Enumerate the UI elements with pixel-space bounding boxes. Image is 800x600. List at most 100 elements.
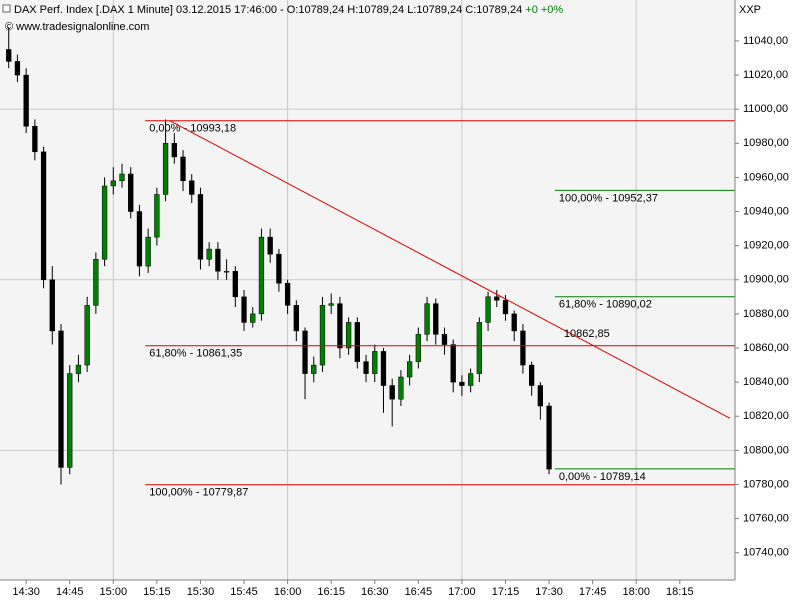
- candle-body: [180, 156, 186, 182]
- candle-body: [302, 330, 308, 374]
- candle-body: [145, 236, 151, 267]
- x-tick-label: 15:30: [187, 586, 215, 598]
- x-tick-label: 17:30: [535, 586, 563, 598]
- x-tick-label: 16:30: [361, 586, 389, 598]
- candle-body: [197, 194, 204, 260]
- candle-body: [40, 151, 47, 281]
- candle-body: [380, 351, 387, 386]
- y-tick-label: 11000,00: [743, 103, 788, 115]
- candle-body: [101, 185, 108, 260]
- y-tick-label: 10740,00: [743, 547, 789, 559]
- x-tick-label: 18:00: [622, 586, 650, 598]
- x-tick-label: 15:15: [143, 586, 171, 598]
- y-tick-label: 10900,00: [743, 274, 789, 286]
- candle-body: [58, 330, 64, 468]
- y-tick-label: 11020,00: [743, 69, 788, 81]
- trendline: [169, 120, 731, 419]
- candle-body: [110, 180, 116, 187]
- y-tick-label: 11040,00: [743, 35, 788, 47]
- candle-body: [67, 373, 73, 468]
- y-tick-label: 10940,00: [743, 205, 789, 217]
- candle-body: [14, 61, 21, 76]
- candle-body: [415, 334, 421, 362]
- candle-body: [276, 253, 282, 284]
- fib-label: 0,00% - 10993,18: [149, 123, 236, 135]
- toggle-icon: [2, 4, 11, 13]
- y-tick-label: 10920,00: [743, 240, 789, 252]
- y-tick-label: 10800,00: [743, 444, 789, 456]
- candle-body: [162, 143, 169, 195]
- candle-body: [293, 305, 299, 332]
- fib-label: 0,00% - 10789,14: [559, 471, 646, 483]
- plot-area: [0, 0, 735, 580]
- candle-body: [136, 211, 143, 267]
- candle-body: [128, 173, 134, 212]
- x-tick-label: 16:45: [405, 586, 433, 598]
- candle-body: [546, 405, 552, 470]
- candle-body: [476, 322, 482, 374]
- trendline-label: 10862,85: [564, 328, 610, 340]
- x-tick-label: 17:00: [448, 586, 476, 598]
- fib-label: 100,00% - 10779,87: [149, 487, 248, 499]
- candle-body: [354, 322, 360, 362]
- candle-body: [328, 303, 334, 306]
- y-tick-label: 10840,00: [743, 376, 789, 388]
- candle-body: [171, 143, 177, 158]
- change-text: +0 +0%: [525, 4, 563, 16]
- candle-body: [450, 344, 456, 383]
- candle-body: [284, 282, 291, 306]
- candle-body: [206, 248, 212, 260]
- candle-body: [93, 259, 99, 306]
- y-tick-label: 10780,00: [743, 478, 789, 490]
- candle-body: [267, 236, 273, 255]
- fib-label: 61,80% - 10890,02: [559, 299, 652, 311]
- candle-body: [311, 364, 317, 374]
- chart-subtitle: © www.tradesignalonline.com: [5, 21, 149, 33]
- candle-body: [189, 180, 195, 195]
- candle-body: [389, 385, 395, 400]
- candle-body: [537, 385, 544, 407]
- x-tick-label: 18:15: [666, 586, 694, 598]
- candle-body: [319, 305, 326, 366]
- candle-body: [372, 351, 378, 374]
- candle-body: [433, 303, 439, 335]
- y-tick-label: 10860,00: [743, 342, 789, 354]
- x-tick-label: 14:45: [56, 586, 84, 598]
- candle-body: [223, 270, 230, 273]
- candle-body: [406, 361, 413, 378]
- x-tick-label: 17:15: [492, 586, 520, 598]
- axis-title: XXP: [739, 4, 761, 16]
- candle-body: [75, 364, 82, 374]
- x-tick-label: 17:45: [579, 586, 607, 598]
- candle-body: [494, 296, 500, 301]
- candle-body: [520, 330, 526, 366]
- candle-body: [345, 322, 352, 349]
- candle-body: [250, 313, 256, 323]
- candle-body: [215, 248, 221, 272]
- candle-body: [84, 305, 90, 366]
- candle-body: [398, 376, 404, 400]
- x-tick-label: 16:00: [274, 586, 302, 598]
- y-tick-label: 10960,00: [743, 171, 789, 183]
- y-tick-label: 10980,00: [743, 137, 789, 149]
- x-tick-label: 16:15: [317, 586, 345, 598]
- candle-body: [119, 173, 125, 182]
- chart-title: DAX Perf. Index [.DAX 1 Minute] 03.12.20…: [14, 4, 563, 16]
- candle-body: [6, 49, 12, 62]
- candle-body: [511, 313, 517, 332]
- candle-body: [232, 270, 238, 298]
- y-tick-label: 10760,00: [743, 512, 789, 524]
- x-tick-label: 14:30: [12, 586, 40, 598]
- candle-body: [154, 194, 160, 238]
- candle-body: [258, 236, 265, 315]
- y-tick-label: 10880,00: [743, 308, 789, 320]
- candle-body: [32, 125, 38, 153]
- candle-body: [502, 299, 509, 315]
- candle-body: [424, 303, 430, 335]
- candle-body: [441, 334, 448, 345]
- candle-body: [337, 303, 343, 349]
- candle-body: [363, 361, 369, 374]
- fib-label: 61,80% - 10861,35: [149, 348, 242, 360]
- candle-body: [467, 373, 474, 386]
